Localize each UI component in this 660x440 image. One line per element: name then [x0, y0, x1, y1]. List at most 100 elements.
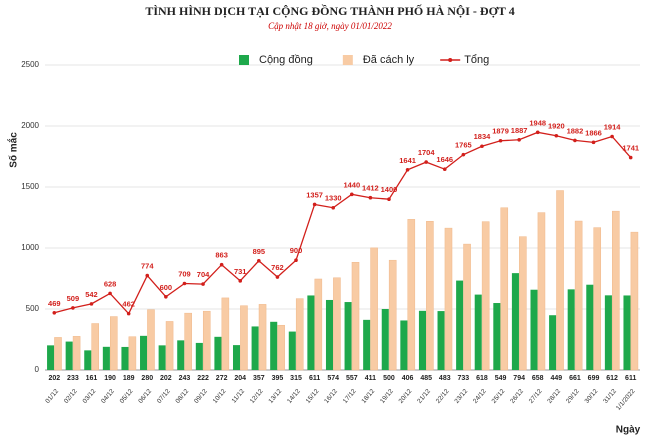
- bar: [165, 321, 174, 371]
- line-point: [312, 202, 317, 207]
- x-tick-label: 04/12: [100, 388, 116, 405]
- line-point: [238, 279, 243, 283]
- bar: [221, 297, 230, 371]
- x-tick-label: 05/12: [119, 388, 135, 405]
- bar-value-label: 618: [476, 375, 488, 382]
- bar-value-label: 233: [67, 375, 79, 382]
- chart-title: TÌNH HÌNH DỊCH TẠI CỘNG ĐỒNG THÀNH PHỐ H…: [145, 3, 514, 18]
- line-value-label: 462: [122, 300, 135, 309]
- bar: [47, 345, 55, 370]
- bar-value-label: 611: [309, 375, 320, 382]
- line-point: [610, 134, 614, 139]
- bar: [158, 345, 166, 370]
- x-tick-label: 31/12: [602, 388, 618, 405]
- bar-value-label: 204: [234, 375, 246, 382]
- x-tick-label: 13/12: [267, 388, 283, 405]
- bar-value-label: 280: [141, 375, 153, 382]
- x-tick-label: 16/12: [323, 388, 339, 405]
- line-value-label: 1914: [604, 122, 622, 131]
- bar: [110, 316, 118, 371]
- line-point: [71, 306, 75, 310]
- x-tick-label: 03/12: [82, 388, 98, 405]
- line-value-label: 542: [85, 290, 98, 299]
- line-point: [628, 155, 633, 160]
- bar: [511, 273, 519, 370]
- line-point: [164, 295, 168, 299]
- bar-value-label: 161: [86, 375, 98, 382]
- line-point: [294, 258, 298, 263]
- bar: [72, 336, 81, 371]
- bar: [604, 295, 612, 370]
- bar: [418, 310, 426, 370]
- line-point: [331, 205, 336, 210]
- bar-value-label: 202: [160, 375, 172, 382]
- line-point: [201, 282, 205, 286]
- bar: [102, 346, 110, 370]
- bar: [65, 341, 73, 370]
- x-tick-label: 17/12: [342, 388, 358, 405]
- legend-marker: [448, 58, 453, 62]
- line-point: [591, 140, 596, 145]
- bar: [407, 219, 416, 371]
- bar-value-label: 557: [346, 375, 358, 382]
- legend-swatch: [239, 55, 249, 65]
- x-tick-label: 02/12: [63, 388, 79, 405]
- line-point: [405, 167, 410, 172]
- line-value-label: 709: [178, 269, 191, 278]
- line-point: [517, 137, 521, 142]
- bar: [463, 243, 471, 371]
- bar: [251, 326, 259, 370]
- x-tick-label: 27/12: [528, 388, 544, 405]
- y-tick-label: 1000: [21, 243, 39, 252]
- x-tick-label: 08/12: [174, 388, 190, 405]
- bar-value-label: 395: [272, 375, 284, 382]
- bar-value-label: 406: [402, 375, 414, 382]
- line-point: [368, 195, 373, 200]
- bar: [437, 311, 445, 370]
- line-value-label: 863: [215, 251, 228, 260]
- x-tick-label: 06/12: [137, 388, 153, 405]
- line-value-label: 1879: [492, 127, 509, 136]
- bar: [444, 227, 453, 371]
- bar-value-label: 483: [439, 375, 451, 382]
- legend-label: Tổng: [464, 54, 489, 66]
- line-value-label: 1765: [455, 141, 472, 150]
- line-value-label: 1704: [418, 148, 436, 157]
- line-value-label: 774: [141, 262, 154, 271]
- line-value-label: 900: [290, 246, 303, 255]
- x-tick-label: 20/12: [398, 388, 414, 405]
- bar: [333, 277, 341, 371]
- line-value-label: 704: [197, 270, 210, 279]
- line-point: [257, 259, 261, 263]
- y-tick-label: 0: [35, 365, 40, 374]
- bar-value-label: 411: [365, 375, 376, 382]
- bar: [258, 304, 267, 371]
- bar: [474, 294, 482, 370]
- x-tick-label: 23/12: [453, 388, 469, 405]
- x-tick-label: 10/12: [212, 388, 228, 405]
- line-value-label: 469: [48, 299, 61, 308]
- line-point: [145, 273, 150, 278]
- line-point: [52, 310, 57, 315]
- line-point: [498, 138, 503, 143]
- x-tick-label: 15/12: [305, 388, 321, 405]
- line-value-label: 1357: [306, 190, 323, 199]
- y-axis-label: Số mắc: [7, 132, 20, 168]
- x-tick-label: 24/12: [472, 388, 488, 405]
- bar: [277, 324, 285, 371]
- bar: [363, 319, 371, 370]
- line-value-label: 1330: [325, 194, 342, 203]
- bar-value-label: 190: [104, 375, 116, 382]
- line-value-label: 1882: [567, 126, 584, 135]
- bar: [140, 335, 148, 370]
- line-value-label: 509: [67, 294, 80, 303]
- bar: [184, 312, 192, 371]
- bar: [128, 336, 137, 371]
- bar: [54, 337, 62, 371]
- bar: [623, 295, 631, 370]
- bar-value-label: 449: [550, 375, 562, 382]
- bar: [400, 320, 408, 370]
- bar: [388, 259, 397, 371]
- bar-value-label: 611: [625, 375, 636, 382]
